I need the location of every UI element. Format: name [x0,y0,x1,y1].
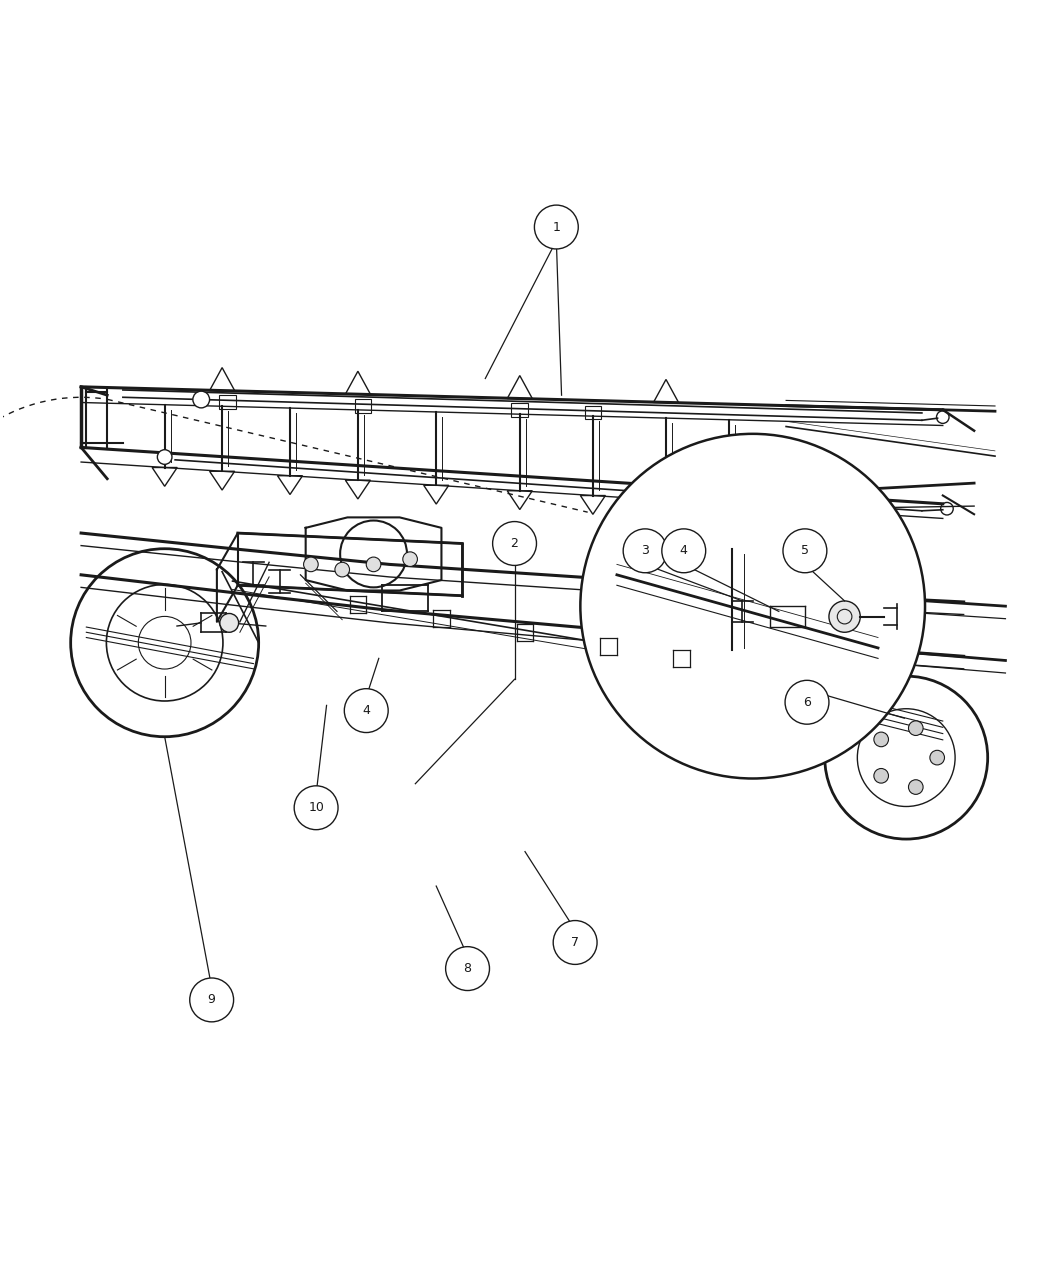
Text: 4: 4 [679,544,688,557]
Circle shape [492,521,537,565]
Circle shape [783,529,826,572]
Circle shape [366,557,381,571]
Circle shape [662,529,706,572]
Circle shape [624,529,667,572]
Circle shape [908,780,923,794]
Circle shape [219,613,238,632]
Text: 8: 8 [463,963,471,975]
Circle shape [553,921,597,964]
Circle shape [158,450,172,464]
Circle shape [534,205,579,249]
Circle shape [874,732,888,747]
Circle shape [874,769,888,783]
Circle shape [190,978,233,1021]
Text: 4: 4 [362,704,371,717]
Circle shape [344,688,388,733]
Circle shape [930,750,945,765]
Text: 7: 7 [571,936,580,949]
Text: 6: 6 [803,696,811,709]
Text: 10: 10 [308,801,324,815]
Circle shape [303,557,318,571]
Circle shape [908,720,923,736]
Circle shape [445,946,489,991]
Text: 2: 2 [510,537,519,550]
Circle shape [785,681,828,724]
Circle shape [193,391,210,408]
Text: 3: 3 [642,544,649,557]
Circle shape [828,601,860,632]
Circle shape [294,785,338,830]
Text: 1: 1 [552,221,561,233]
Circle shape [581,434,925,779]
Text: 9: 9 [208,993,215,1006]
Circle shape [403,552,418,566]
Circle shape [335,562,350,576]
Text: 5: 5 [801,544,808,557]
